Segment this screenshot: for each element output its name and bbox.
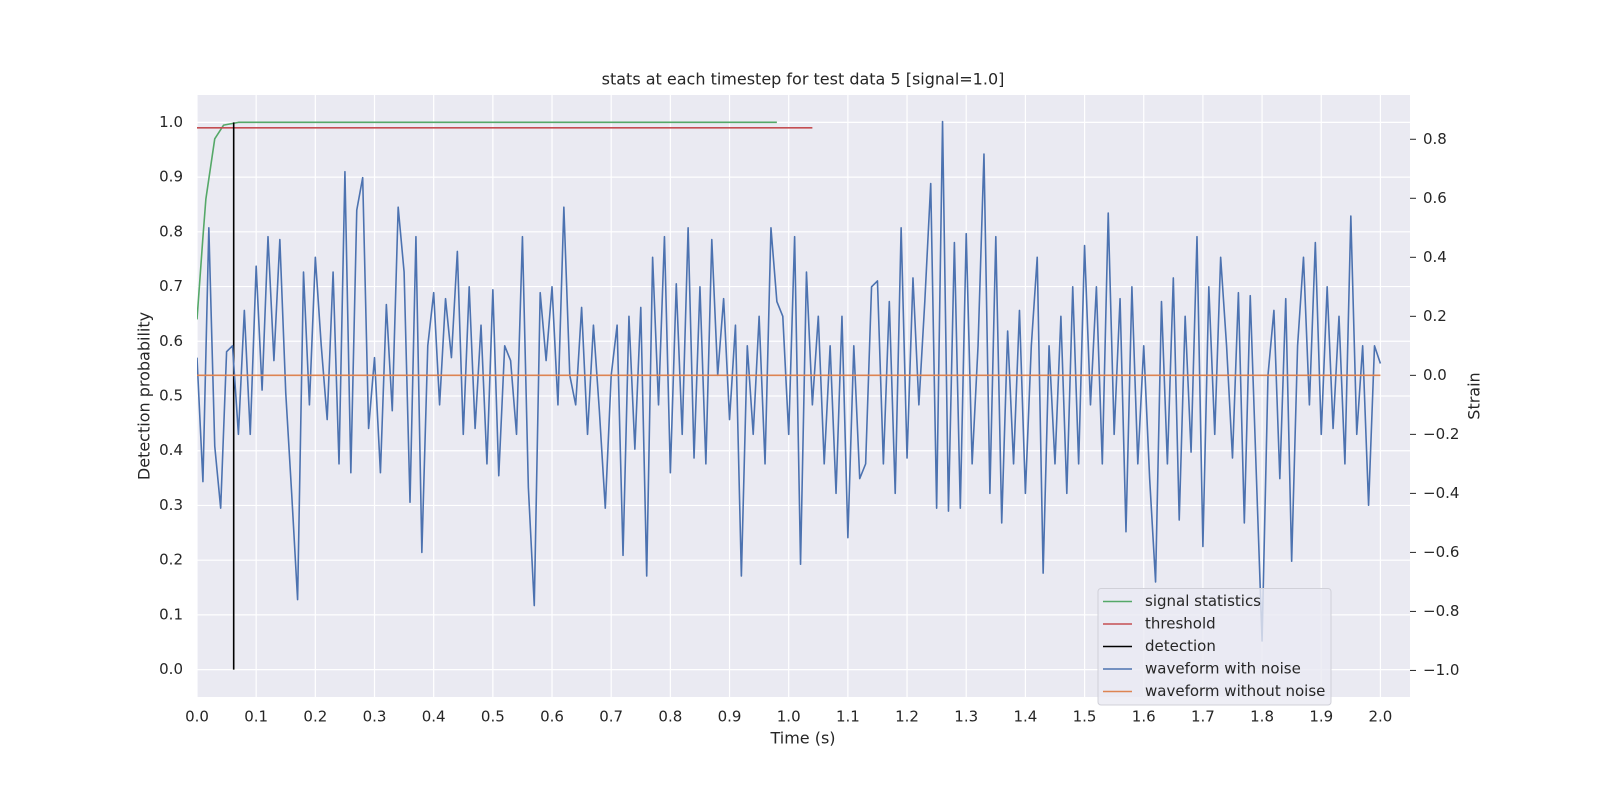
legend-label: waveform with noise — [1145, 660, 1301, 678]
x-tick-label: 0.2 — [303, 708, 327, 726]
y-tick-label: 0.6 — [159, 332, 183, 350]
x-tick-label: 1.3 — [954, 708, 978, 726]
legend-label: threshold — [1145, 615, 1216, 633]
x-tick-label: 2.0 — [1368, 708, 1392, 726]
x-tick-label: 0.0 — [185, 708, 209, 726]
series-line — [197, 121, 777, 320]
x-tick-label: 1.7 — [1191, 708, 1215, 726]
y-tick-label: 0.7 — [159, 277, 183, 295]
x-axis-label: Time (s) — [769, 729, 835, 748]
y-tick-label: 1.0 — [159, 113, 183, 131]
legend-label: signal statistics — [1145, 592, 1261, 610]
x-tick-label: 1.8 — [1250, 708, 1274, 726]
y2-tick-label: −0.8 — [1423, 602, 1459, 620]
y-tick-label: 0.1 — [159, 605, 183, 623]
legend: signal statistics threshold detection wavef… — [1097, 588, 1332, 706]
x-tick-label: 1.4 — [1013, 708, 1037, 726]
y-tick-label: 0.5 — [159, 387, 183, 405]
y-tick-label: 0.0 — [159, 660, 183, 678]
y-tick-label: 0.9 — [159, 168, 183, 186]
x-tick-label: 1.6 — [1132, 708, 1156, 726]
y2-tick-label: 0.6 — [1423, 189, 1447, 207]
x-tick-label: 1.0 — [777, 708, 801, 726]
x-tick-label: 1.2 — [895, 708, 919, 726]
y2-tick-label: −0.4 — [1423, 484, 1459, 502]
lines — [197, 120, 1382, 670]
y2-tick-label: −1.0 — [1423, 661, 1459, 679]
x-tick-label: 0.3 — [363, 708, 387, 726]
y2-tick-label: −0.6 — [1423, 543, 1459, 561]
y2-tick-label: 0.0 — [1423, 366, 1447, 384]
legend-box — [1097, 588, 1332, 706]
y-tick-label: 0.8 — [159, 222, 183, 240]
x-tick-label: 0.6 — [540, 708, 564, 726]
legend-label: waveform without noise — [1145, 682, 1325, 700]
y2-tick-label: 0.8 — [1423, 130, 1447, 148]
legend-label: detection — [1145, 637, 1216, 655]
y2-axis-label: Strain — [1465, 372, 1484, 419]
x-tick-label: 0.5 — [481, 708, 505, 726]
labels: 0.0 0.1 0.2 0.3 0.4 0.5 0.6 0.7 0.8 0.9 1.0 1.1 1.2 1… — [159, 113, 1459, 726]
y2-tick-label: −0.2 — [1423, 425, 1459, 443]
y2-tick-label: 0.2 — [1423, 307, 1447, 325]
x-tick-label: 0.9 — [718, 708, 742, 726]
y-axis-label: Detection probability — [135, 312, 154, 480]
chart-title: stats at each timestep for test data 5 [… — [602, 70, 1005, 89]
x-tick-label: 1.5 — [1073, 708, 1097, 726]
x-tick-label: 0.8 — [658, 708, 682, 726]
x-tick-label: 0.4 — [422, 708, 446, 726]
y2-tick-label: 0.4 — [1423, 248, 1447, 266]
y-tick-label: 0.4 — [159, 441, 183, 459]
y-tick-label: 0.3 — [159, 496, 183, 514]
x-tick-label: 1.1 — [836, 708, 860, 726]
x-tick-label: 0.1 — [244, 708, 268, 726]
x-tick-label: 0.7 — [599, 708, 623, 726]
y-tick-label: 0.2 — [159, 551, 183, 569]
series-line — [197, 120, 1382, 642]
x-tick-label: 1.9 — [1309, 708, 1333, 726]
